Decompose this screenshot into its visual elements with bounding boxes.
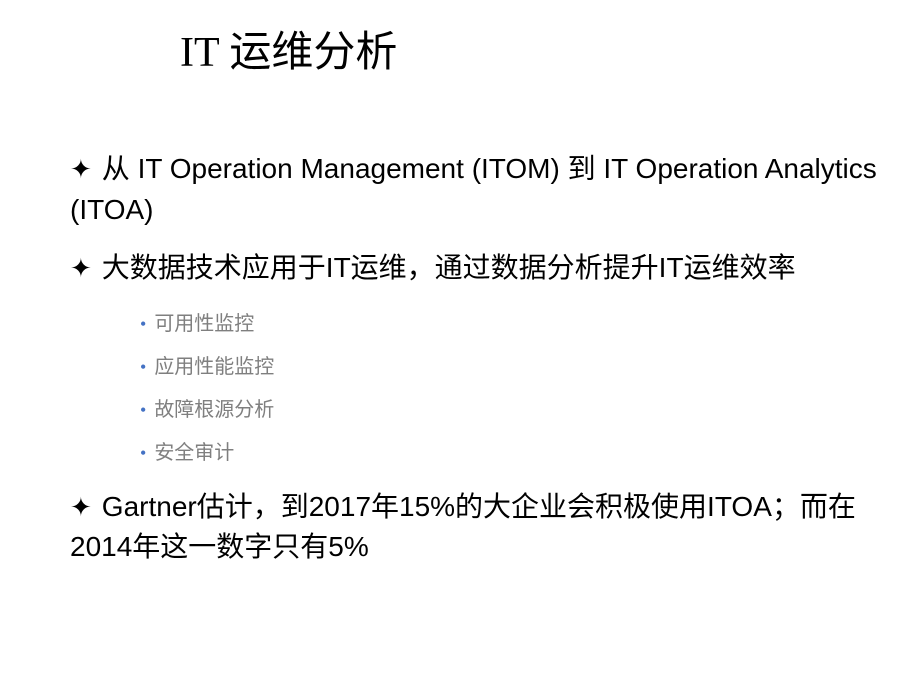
- star-icon: ✦: [70, 154, 92, 184]
- sub-item-4-text: 安全审计: [154, 442, 234, 464]
- dot-icon: •: [140, 314, 146, 334]
- star-icon: ✦: [70, 253, 92, 283]
- dot-icon: •: [140, 357, 146, 377]
- sub-item-2-text: 应用性能监控: [154, 356, 274, 378]
- slide-container: IT 运维分析 ✦从 IT Operation Management (ITOM…: [0, 0, 920, 690]
- star-icon: ✦: [70, 492, 92, 522]
- dot-icon: •: [140, 443, 146, 463]
- dot-icon: •: [140, 400, 146, 420]
- bullet-1: ✦从 IT Operation Management (ITOM) 到 IT O…: [70, 149, 880, 230]
- sub-list: • 可用性监控 • 应用性能监控 • 故障根源分析 • 安全审计: [140, 307, 880, 465]
- sub-item-1: • 可用性监控: [140, 307, 880, 336]
- sub-item-4: • 安全审计: [140, 436, 880, 465]
- sub-item-3: • 故障根源分析: [140, 393, 880, 422]
- bullet-3-text: Gartner估计，到2017年15%的大企业会积极使用ITOA；而在2014年…: [70, 491, 856, 563]
- sub-item-2: • 应用性能监控: [140, 350, 880, 379]
- slide-title: IT 运维分析: [180, 18, 880, 79]
- bullet-3: ✦Gartner估计，到2017年15%的大企业会积极使用ITOA；而在2014…: [70, 487, 880, 568]
- bullet-2-text: 大数据技术应用于IT运维，通过数据分析提升IT运维效率: [102, 252, 796, 283]
- bullet-2: ✦ 大数据技术应用于IT运维，通过数据分析提升IT运维效率: [70, 248, 880, 289]
- bullet-1-text: 从 IT Operation Management (ITOM) 到 IT Op…: [70, 153, 877, 225]
- sub-item-1-text: 可用性监控: [154, 313, 254, 335]
- sub-item-3-text: 故障根源分析: [154, 399, 274, 421]
